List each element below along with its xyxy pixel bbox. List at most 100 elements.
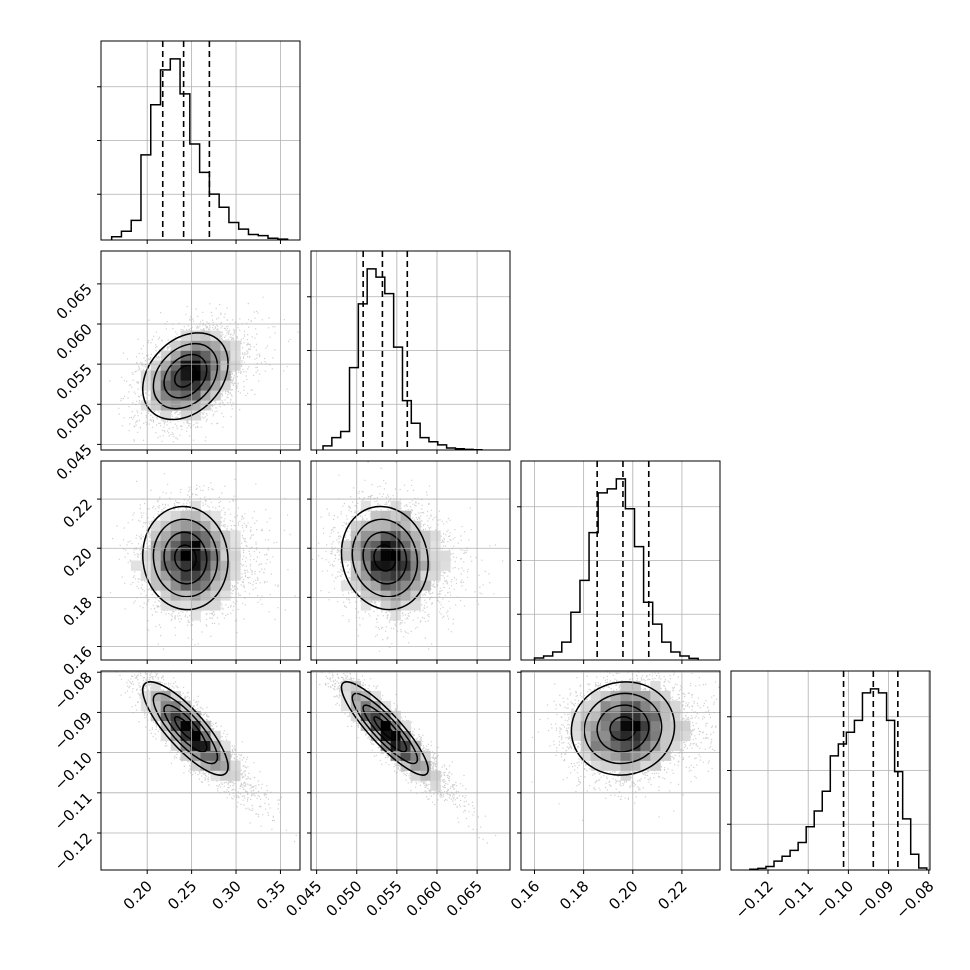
histogram-step: [322, 268, 483, 451]
panels: [97, 40, 931, 874]
density-cell: [620, 700, 631, 712]
density-cell: [160, 410, 171, 421]
scatter-panel-r2-c0: [97, 460, 301, 664]
density-cell: [220, 370, 231, 381]
density-cell: [350, 520, 362, 531]
density-cell: [160, 390, 171, 401]
density-cell: [610, 740, 621, 751]
contour-level-2: [351, 518, 419, 598]
density-cell: [620, 690, 631, 702]
density-cell: [370, 550, 381, 561]
density-cell: [200, 330, 211, 341]
density-cell: [200, 390, 211, 401]
density-cell: [360, 580, 371, 591]
density-cell: [190, 740, 201, 751]
histogram-panel-0: [97, 40, 301, 244]
density-cell: [200, 530, 211, 541]
density-cell: [410, 540, 421, 551]
density-cell: [600, 750, 611, 761]
density-cell: [370, 700, 381, 712]
density-cell: [580, 750, 591, 761]
density-cell: [650, 700, 661, 712]
density-cell: [600, 690, 611, 702]
density-cell: [650, 720, 661, 731]
density-cell: [200, 510, 211, 521]
contour-level-0: [173, 544, 197, 572]
density-cell: [190, 520, 201, 531]
density-cell: [400, 720, 411, 731]
density-cell: [390, 750, 401, 761]
density-cell: [620, 720, 631, 731]
density-cell: [200, 580, 211, 591]
contour-level-0: [173, 716, 197, 741]
density-cell: [400, 590, 411, 601]
density-cell: [180, 510, 191, 521]
density-cell: [590, 750, 601, 761]
density-cell: [150, 550, 161, 561]
density-cell: [150, 390, 161, 401]
density-cell: [160, 350, 171, 361]
contour-level-2: [583, 692, 663, 765]
density-cell: [150, 580, 161, 591]
density-layer: [114, 671, 297, 843]
contour-level-3: [570, 681, 676, 776]
density-cell: [400, 540, 411, 551]
density-cell: [230, 350, 241, 361]
axes-frame: [100, 670, 301, 871]
density-cell: [160, 580, 171, 591]
density-cell: [620, 740, 631, 751]
density-cell: [230, 760, 241, 771]
density-cell: [650, 730, 661, 741]
density-cell: [170, 360, 181, 371]
density-cell: [170, 730, 181, 741]
density-cell: [220, 590, 231, 601]
density-cell: [620, 730, 631, 741]
density-cell: [350, 580, 362, 591]
density-cell: [360, 500, 371, 512]
density-cell: [660, 730, 671, 741]
density-layer: [531, 671, 720, 821]
density-cell: [190, 500, 201, 512]
density-layer: [319, 671, 497, 844]
density-cell: [570, 720, 581, 731]
density-cell: [380, 550, 391, 561]
density-cell: [180, 560, 191, 571]
density-cell: [140, 550, 152, 561]
density-cell: [200, 760, 211, 771]
density-cell: [390, 500, 401, 512]
density-cell: [360, 720, 371, 731]
density-cell: [350, 690, 362, 702]
contour-level-1: [163, 531, 208, 585]
density-cell: [350, 700, 362, 712]
density-cell: [430, 560, 441, 571]
density-cell: [210, 770, 221, 781]
density-cell: [390, 600, 401, 611]
density-cell: [380, 600, 391, 611]
density-cell: [390, 560, 401, 571]
density-cell: [380, 510, 391, 521]
contour-level-3: [340, 505, 429, 611]
density-cell: [210, 750, 221, 761]
density-cell: [190, 540, 201, 551]
density-cell: [230, 340, 241, 351]
density-cell: [680, 720, 691, 731]
axes-frame: [730, 670, 931, 871]
density-cell: [210, 530, 221, 541]
density-cell: [190, 410, 201, 421]
density-cell: [640, 730, 651, 741]
density-cell: [210, 330, 221, 341]
density-cell: [340, 690, 352, 702]
density-cell: [200, 740, 211, 751]
density-cell: [230, 550, 241, 561]
density-cell: [220, 360, 231, 371]
scatter-panel-r3-c2: [517, 670, 721, 874]
density-cell: [170, 390, 181, 401]
density-cell: [660, 740, 671, 751]
density-cell: [660, 700, 671, 712]
density-cell: [160, 550, 171, 561]
density-cell: [190, 610, 201, 621]
density-cell: [150, 560, 161, 571]
density-cell: [340, 680, 352, 692]
density-cell: [170, 540, 181, 551]
density-cell: [590, 710, 601, 722]
